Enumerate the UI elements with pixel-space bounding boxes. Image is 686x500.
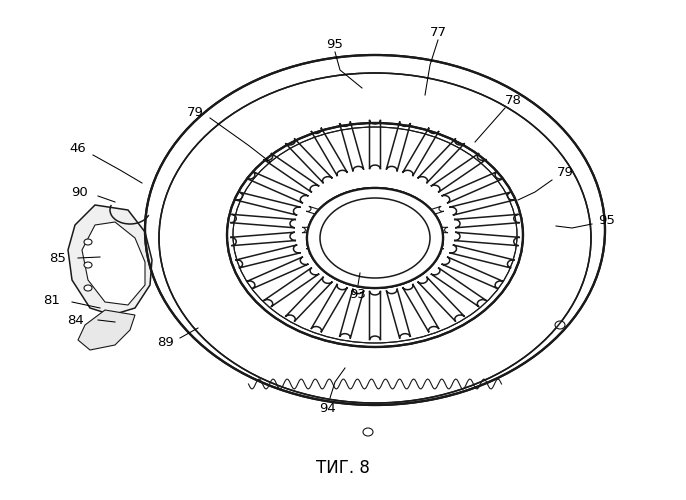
- Polygon shape: [78, 310, 135, 350]
- Text: 89: 89: [156, 336, 174, 348]
- Polygon shape: [285, 138, 333, 184]
- Text: ΤИГ. 8: ΤИГ. 8: [316, 459, 370, 477]
- Polygon shape: [442, 257, 504, 288]
- Polygon shape: [422, 206, 444, 218]
- Polygon shape: [454, 214, 520, 228]
- Polygon shape: [82, 222, 145, 305]
- Polygon shape: [247, 257, 309, 288]
- Text: 79: 79: [187, 106, 204, 118]
- Polygon shape: [306, 206, 329, 218]
- Text: 90: 90: [71, 186, 88, 198]
- Polygon shape: [263, 153, 319, 192]
- Ellipse shape: [307, 188, 443, 288]
- Polygon shape: [386, 122, 410, 172]
- Ellipse shape: [320, 198, 430, 278]
- Polygon shape: [285, 276, 333, 322]
- Ellipse shape: [555, 321, 565, 329]
- Text: 85: 85: [49, 252, 67, 264]
- Polygon shape: [442, 172, 504, 203]
- Polygon shape: [230, 214, 296, 228]
- Polygon shape: [235, 192, 300, 215]
- Polygon shape: [321, 256, 341, 271]
- Ellipse shape: [320, 198, 430, 278]
- Polygon shape: [431, 268, 486, 307]
- Ellipse shape: [145, 55, 605, 405]
- Text: 81: 81: [44, 294, 60, 306]
- Ellipse shape: [84, 262, 92, 268]
- Text: 84: 84: [68, 314, 84, 326]
- Polygon shape: [370, 291, 381, 340]
- Polygon shape: [340, 288, 364, 339]
- Text: 94: 94: [320, 402, 336, 414]
- Polygon shape: [344, 266, 358, 282]
- Polygon shape: [449, 192, 514, 215]
- Text: 46: 46: [69, 142, 86, 154]
- Text: 93: 93: [350, 288, 366, 302]
- Polygon shape: [386, 288, 410, 339]
- Ellipse shape: [320, 198, 430, 278]
- Text: 79: 79: [556, 166, 573, 178]
- Polygon shape: [449, 245, 514, 268]
- Polygon shape: [311, 128, 348, 176]
- Polygon shape: [410, 256, 429, 271]
- Polygon shape: [403, 128, 439, 176]
- Polygon shape: [427, 228, 448, 232]
- Polygon shape: [235, 245, 300, 268]
- Ellipse shape: [307, 188, 443, 288]
- Polygon shape: [340, 122, 364, 172]
- Polygon shape: [392, 266, 406, 282]
- Polygon shape: [370, 120, 381, 169]
- Polygon shape: [263, 268, 319, 307]
- Polygon shape: [403, 284, 439, 333]
- Text: 95: 95: [327, 38, 344, 52]
- Polygon shape: [418, 138, 464, 184]
- Polygon shape: [418, 276, 464, 322]
- Text: 78: 78: [505, 94, 521, 106]
- Polygon shape: [422, 242, 444, 254]
- Polygon shape: [68, 205, 152, 315]
- Ellipse shape: [84, 285, 92, 291]
- Text: 95: 95: [599, 214, 615, 226]
- Polygon shape: [454, 232, 520, 245]
- Polygon shape: [431, 153, 486, 192]
- Ellipse shape: [363, 428, 373, 436]
- Ellipse shape: [84, 239, 92, 245]
- Ellipse shape: [307, 188, 443, 288]
- Polygon shape: [230, 232, 296, 245]
- Text: 77: 77: [429, 26, 447, 38]
- Polygon shape: [306, 242, 329, 254]
- Polygon shape: [372, 270, 379, 285]
- Polygon shape: [302, 228, 323, 232]
- Polygon shape: [247, 172, 309, 203]
- Polygon shape: [311, 284, 348, 333]
